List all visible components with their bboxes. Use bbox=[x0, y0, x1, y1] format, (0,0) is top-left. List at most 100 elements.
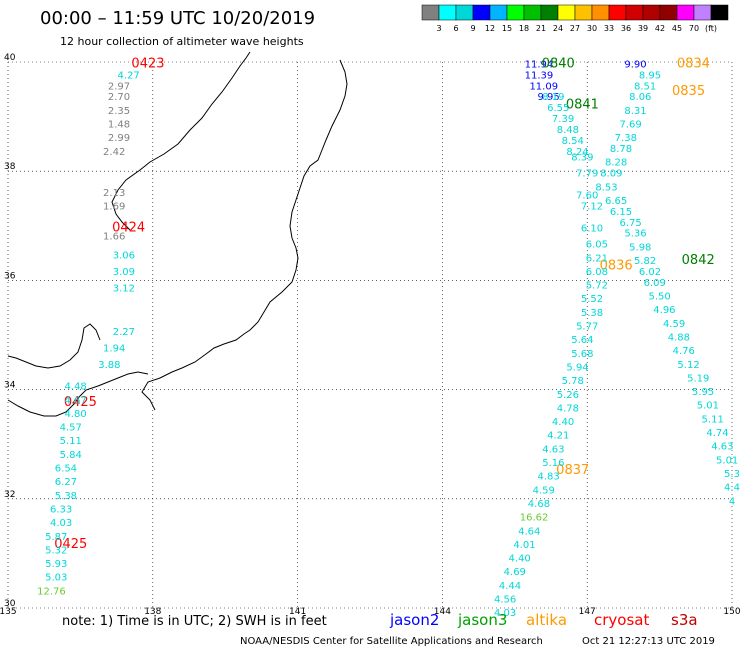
wave-height-label: 4.40 bbox=[508, 554, 530, 565]
legend-swatch bbox=[710, 4, 729, 21]
legend-swatch bbox=[693, 4, 712, 21]
wave-height-label: 2.35 bbox=[108, 106, 130, 117]
wave-height-label: 5.72 bbox=[586, 281, 608, 292]
wave-height-label: 6.27 bbox=[55, 477, 77, 488]
legend-tick-label: 36 bbox=[621, 24, 631, 33]
wave-height-label: 1.48 bbox=[108, 120, 130, 131]
wave-height-label: 5.19 bbox=[687, 373, 709, 384]
satellite-legend-altika: altika bbox=[526, 611, 567, 629]
wave-height-label: 4.78 bbox=[557, 403, 579, 414]
wave-height-label: 3.88 bbox=[98, 360, 120, 371]
wave-height-label: 5.50 bbox=[648, 292, 670, 303]
wave-height-label: 5.38 bbox=[581, 308, 603, 319]
wave-height-label: 3.12 bbox=[113, 283, 135, 294]
pass-time-label: 0425 bbox=[64, 395, 97, 410]
wave-height-label: 4.69 bbox=[504, 567, 526, 578]
series-track_c_gray: 2.972.70 2.35 1.48 2.99 2.42 2.13 1.69 1.66 bbox=[103, 81, 130, 242]
wave-height-label: 4.40 bbox=[552, 417, 574, 428]
wave-height-label: 6.33 bbox=[50, 504, 72, 515]
footer-note: note: 1) Time is in UTC; 2) SWH is in fe… bbox=[62, 614, 327, 629]
wave-height-label: 2.42 bbox=[103, 147, 125, 158]
wave-height-label: 4.03 bbox=[494, 608, 516, 619]
legend-swatch bbox=[642, 4, 661, 21]
wave-height-label: 4.80 bbox=[64, 409, 86, 420]
x-tick-label: 150 bbox=[723, 607, 740, 617]
legend-tick-label: 45 bbox=[672, 24, 682, 33]
wave-height-tracks: 11.9411.3911.099.959.9008400841084208340… bbox=[37, 56, 740, 619]
wave-height-label: 8.78 bbox=[610, 144, 632, 155]
legend-swatch bbox=[676, 4, 695, 21]
legend-tick-label: 15 bbox=[502, 24, 512, 33]
legend-tick-label: 9 bbox=[470, 24, 475, 33]
wave-height-label: 8.39 bbox=[571, 152, 593, 163]
wave-height-label: 7.39 bbox=[552, 114, 574, 125]
wave-height-label: 4.56 bbox=[494, 595, 516, 606]
wave-height-label: 5.68 bbox=[571, 349, 593, 360]
wave-height-label: 5.03 bbox=[45, 573, 67, 584]
wave-height-label: 11.94 bbox=[525, 59, 554, 70]
pass-time-label: 0834 bbox=[677, 56, 710, 71]
legend-swatch bbox=[591, 4, 610, 21]
wave-height-label: 4.74 bbox=[706, 428, 728, 439]
wave-height-label: 4.68 bbox=[528, 499, 550, 510]
legend-tick-label: 33 bbox=[604, 24, 614, 33]
wave-height-label: 4.21 bbox=[547, 431, 569, 442]
series-cryosat: 0423 0424 0425 0425 bbox=[54, 56, 164, 551]
satellite-legend-jason2: jason2 bbox=[389, 611, 439, 629]
series-track_b: 8.958.518.06 8.31 7.69 7.388.78 8.288.09 8.53… bbox=[595, 70, 740, 507]
wave-height-label: 8.53 bbox=[595, 182, 617, 193]
wave-height-label: 1.69 bbox=[103, 201, 125, 212]
y-tick-label: 34 bbox=[4, 381, 16, 391]
legend-swatch bbox=[421, 4, 440, 21]
wave-height-label: 5.16 bbox=[542, 458, 564, 469]
legend-tick-label: 12 bbox=[485, 24, 495, 33]
legend-tick-label: (ft) bbox=[705, 24, 717, 33]
axis-tick-labels: 135 138 141 144 147 150 30 32 34 36 38 40 bbox=[0, 53, 740, 617]
wave-height-label: 5.95 bbox=[692, 387, 714, 398]
y-tick-label: 36 bbox=[4, 271, 16, 281]
pass-time-label: 0840 bbox=[542, 56, 575, 71]
wave-height-label: 8.48 bbox=[557, 125, 579, 136]
legend-swatch bbox=[506, 4, 525, 21]
wave-height-label: 8.51 bbox=[634, 81, 656, 92]
wave-height-label: 4.88 bbox=[668, 332, 690, 343]
wave-height-label: 3.06 bbox=[113, 251, 135, 262]
wave-height-label: 4.63 bbox=[711, 442, 733, 453]
satellite-legend-s3a: s3a bbox=[671, 611, 698, 629]
wave-height-label: 8.95 bbox=[639, 70, 661, 81]
legend-tick-label: 3 bbox=[436, 24, 441, 33]
wave-height-label: 6.65 bbox=[605, 196, 627, 207]
wave-height-label: 7.60 bbox=[576, 191, 598, 202]
wave-height-label: 5.52 bbox=[581, 294, 603, 305]
legend-swatch bbox=[659, 4, 678, 21]
wave-height-label: 16.62 bbox=[520, 513, 549, 524]
wave-height-label: 8.28 bbox=[605, 158, 627, 169]
wave-height-label: 2.97 bbox=[108, 81, 130, 92]
wave-height-label: 9.95 bbox=[537, 92, 559, 103]
wave-height-label: 2.70 bbox=[108, 92, 130, 103]
wave-height-label: 6.55 bbox=[547, 103, 569, 114]
wave-height-label: 12.76 bbox=[37, 586, 66, 597]
wave-height-label: 8.24 bbox=[566, 147, 588, 158]
wave-height-label: 4.67 bbox=[64, 395, 86, 406]
wave-height-label: 4.96 bbox=[653, 305, 675, 316]
wave-height-label: 5.12 bbox=[677, 360, 699, 371]
wave-height-label: 4.57 bbox=[60, 423, 82, 434]
wave-height-label: 5.94 bbox=[566, 362, 588, 373]
series-track_a: 8.196.557.398.488.548.248.39 7.79 7.607.12… bbox=[494, 92, 608, 619]
satellite-legend-jason3: jason3 bbox=[457, 611, 507, 629]
y-tick-label: 30 bbox=[4, 599, 16, 609]
footer-timestamp: Oct 21 12:27:13 UTC 2019 bbox=[582, 636, 715, 647]
legend-tick-label: 39 bbox=[638, 24, 648, 33]
legend-swatch bbox=[625, 4, 644, 21]
legend-swatch bbox=[540, 4, 559, 21]
pass-time-label: 0836 bbox=[600, 258, 633, 273]
wave-height-label: 4.01 bbox=[513, 540, 535, 551]
pass-time-label: 0842 bbox=[682, 253, 715, 268]
wave-height-label: 4.59 bbox=[533, 485, 555, 496]
wave-height-label: 8.54 bbox=[562, 136, 584, 147]
pass-time-label: 0835 bbox=[672, 84, 705, 99]
wave-height-label: 2.99 bbox=[108, 133, 130, 144]
wave-height-label: 5.3 bbox=[724, 469, 740, 480]
legend-swatch bbox=[489, 4, 508, 21]
